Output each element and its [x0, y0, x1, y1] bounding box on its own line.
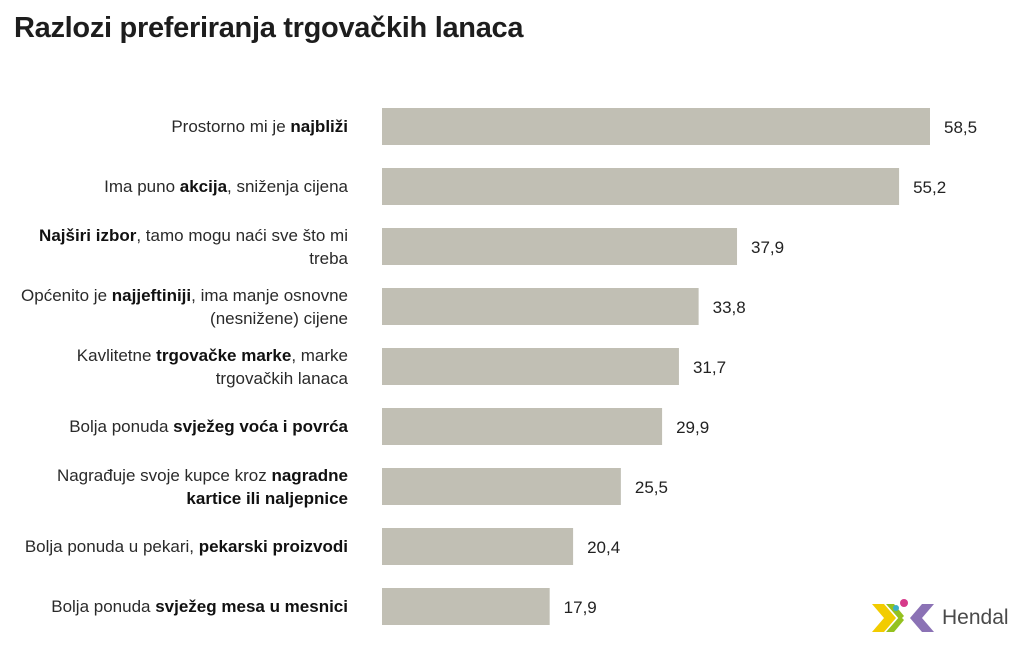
chart-title: Razlozi preferiranja trgovačkih lanaca	[14, 12, 524, 44]
category-label-4: Općenito je najjeftiniji, ima manje osno…	[21, 285, 348, 328]
value-label-5: 31,7	[693, 358, 726, 377]
hendal-logo-icon	[872, 599, 934, 632]
category-label-5: Kavlitetne trgovačke marke, marke trgova…	[76, 345, 348, 388]
bar-3	[382, 228, 738, 265]
value-label-7: 25,5	[635, 478, 668, 497]
bar-6	[382, 408, 663, 445]
value-label-2: 55,2	[913, 178, 946, 197]
value-label-4: 33,8	[713, 298, 746, 317]
value-label-1: 58,5	[944, 118, 977, 137]
category-label-2: Ima puno akcija, sniženja cijena	[104, 177, 348, 196]
bar-8	[382, 528, 574, 565]
bar-7	[382, 468, 621, 505]
category-label-1: Prostorno mi je najbliži	[171, 117, 348, 136]
category-label-8: Bolja ponuda u pekari, pekarski proizvod…	[24, 537, 348, 556]
category-label-3: Najširi izbor, tamo mogu naći sve što mi…	[39, 225, 348, 268]
brand-name: Hendal	[942, 606, 1009, 629]
value-label-3: 37,9	[751, 238, 784, 257]
value-label-9: 17,9	[564, 598, 597, 617]
category-label-9: Bolja ponuda svježeg mesa u mesnici	[51, 597, 348, 616]
bar-9	[382, 588, 550, 625]
value-label-6: 29,9	[676, 418, 709, 437]
category-label-7: Nagrađuje svoje kupce kroz nagradne kart…	[56, 465, 348, 508]
bar-5	[382, 348, 679, 385]
category-label-6: Bolja ponuda svježeg voća i povrća	[69, 417, 348, 436]
hendal-logo: Hendal	[870, 598, 1009, 638]
bar-4	[382, 288, 699, 325]
value-label-8: 20,4	[587, 538, 620, 557]
bar-2	[382, 168, 900, 205]
bar-1	[382, 108, 930, 145]
